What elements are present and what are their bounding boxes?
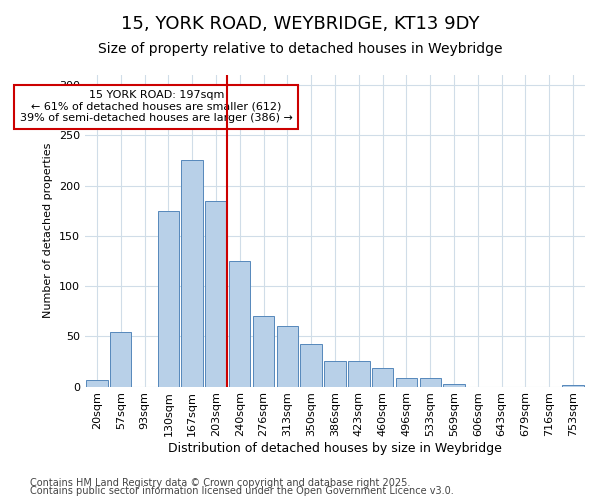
Bar (181, 160, 203, 386)
Text: 15, YORK ROAD, WEYBRIDGE, KT13 9DY: 15, YORK ROAD, WEYBRIDGE, KT13 9DY (121, 15, 479, 33)
Bar (372, 368, 394, 386)
Bar (205, 200, 227, 386)
Bar (253, 316, 274, 386)
Text: 15 YORK ROAD: 197sqm
← 61% of detached houses are smaller (612)
39% of semi-deta: 15 YORK ROAD: 197sqm ← 61% of detached h… (20, 90, 293, 124)
Bar (443, 384, 465, 386)
Bar (229, 261, 250, 386)
Bar (396, 378, 417, 386)
Bar (562, 384, 584, 386)
Bar (301, 344, 322, 387)
Text: Contains public sector information licensed under the Open Government Licence v3: Contains public sector information licen… (30, 486, 454, 496)
Bar (86, 380, 107, 386)
Bar (277, 326, 298, 386)
Bar (419, 378, 441, 386)
Bar (110, 332, 131, 386)
Bar (348, 362, 370, 386)
Bar (324, 362, 346, 386)
Y-axis label: Number of detached properties: Number of detached properties (43, 143, 53, 318)
Text: Size of property relative to detached houses in Weybridge: Size of property relative to detached ho… (98, 42, 502, 56)
Bar (158, 210, 179, 386)
Text: Contains HM Land Registry data © Crown copyright and database right 2025.: Contains HM Land Registry data © Crown c… (30, 478, 410, 488)
X-axis label: Distribution of detached houses by size in Weybridge: Distribution of detached houses by size … (168, 442, 502, 455)
